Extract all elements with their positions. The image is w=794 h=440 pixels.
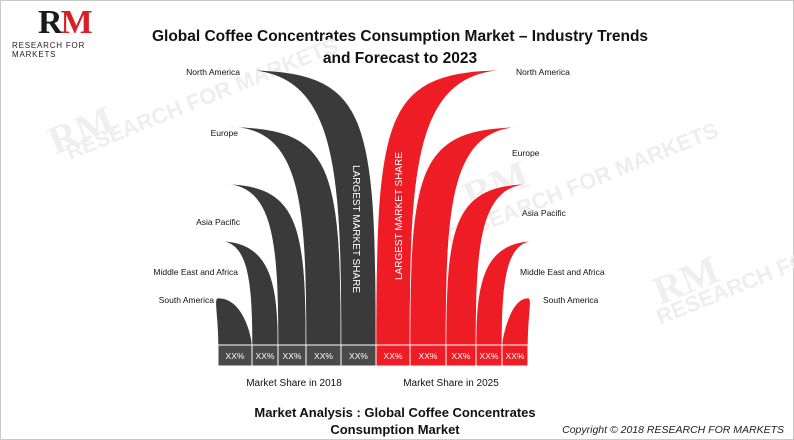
- category-label-left: Europe: [211, 128, 239, 138]
- chart-title: Global Coffee Concentrates Consumption M…: [151, 28, 649, 67]
- category-label-right: Middle East and Africa: [520, 267, 605, 277]
- category-label-left: Middle East and Africa: [153, 267, 238, 277]
- category-label-right: North America: [516, 67, 570, 77]
- data-label-2018: XX%: [256, 351, 275, 361]
- data-label-2025: XX%: [452, 351, 471, 361]
- bar-2018-asia-pacific: [221, 183, 307, 346]
- bar-2025-south-america: [375, 69, 511, 346]
- data-label-2025: XX%: [506, 351, 525, 361]
- x-axis-label-2018: Market Share in 2018: [246, 378, 342, 389]
- category-label-right: Europe: [512, 148, 540, 158]
- bar-2018-europe: [227, 126, 342, 346]
- watermark-logo: RM: [42, 97, 121, 164]
- category-label-left: South America: [159, 295, 215, 305]
- bar-2025-north-america: [501, 297, 531, 346]
- bar-2018-south-america: [215, 297, 253, 346]
- data-label-2018: XX%: [314, 351, 333, 361]
- data-label-2025: XX%: [419, 351, 438, 361]
- logo: RM RESEARCH FOR MARKETS: [8, 4, 128, 60]
- category-label-left: Asia Pacific: [196, 217, 241, 227]
- logo-m: M: [60, 4, 93, 41]
- logo-r: R: [38, 4, 63, 41]
- category-label-left: North America: [186, 67, 240, 77]
- logo-letters: RM: [38, 4, 93, 41]
- bar-2025-europe: [475, 240, 537, 346]
- data-label-2025: XX%: [480, 351, 499, 361]
- bar-2025-asia-pacific: [445, 183, 533, 346]
- bar-2025-middle-east-and-africa: [409, 126, 525, 346]
- copyright-text: Copyright © 2018 RESEARCH FOR MARKETS: [562, 424, 784, 436]
- data-box-2025: [501, 344, 529, 367]
- bar-2018-middle-east-and-africa: [217, 240, 279, 346]
- chart-caption: Market Analysis : Global Coffee Concentr…: [254, 405, 536, 437]
- data-label-2018: XX%: [226, 351, 245, 361]
- data-label-2018: XX%: [349, 351, 368, 361]
- category-label-right: Asia Pacific: [522, 208, 567, 218]
- bar-2018-north-america: [240, 69, 377, 346]
- annotation-largest-share-2018: LARGEST MARKET SHARE: [350, 165, 361, 293]
- annotation-largest-share-2025: LARGEST MARKET SHARE: [394, 152, 405, 280]
- data-label-2025: XX%: [384, 351, 403, 361]
- category-label-right: South America: [543, 295, 599, 305]
- data-label-2018: XX%: [283, 351, 302, 361]
- logo-subtitle: RESEARCH FOR MARKETS: [12, 41, 86, 59]
- x-axis-label-2025: Market Share in 2025: [403, 378, 499, 389]
